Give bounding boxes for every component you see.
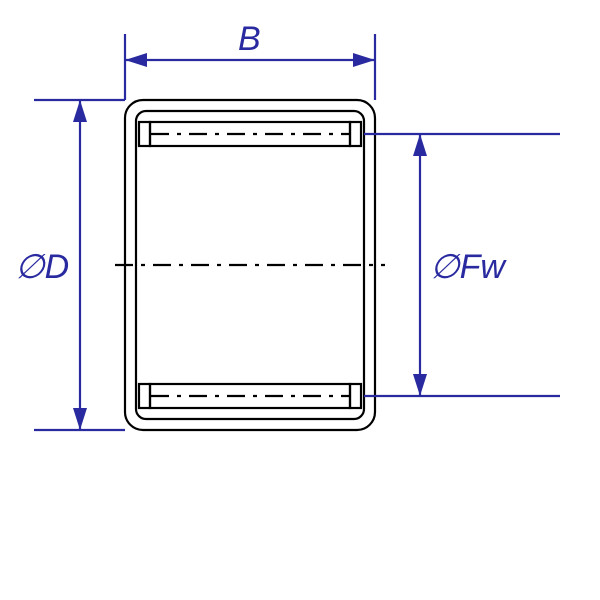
technical-drawing: B ∅D ∅Fw bbox=[0, 0, 600, 600]
svg-text:B: B bbox=[238, 20, 261, 58]
svg-text:∅Fw: ∅Fw bbox=[430, 248, 507, 286]
svg-text:∅D: ∅D bbox=[15, 248, 69, 286]
